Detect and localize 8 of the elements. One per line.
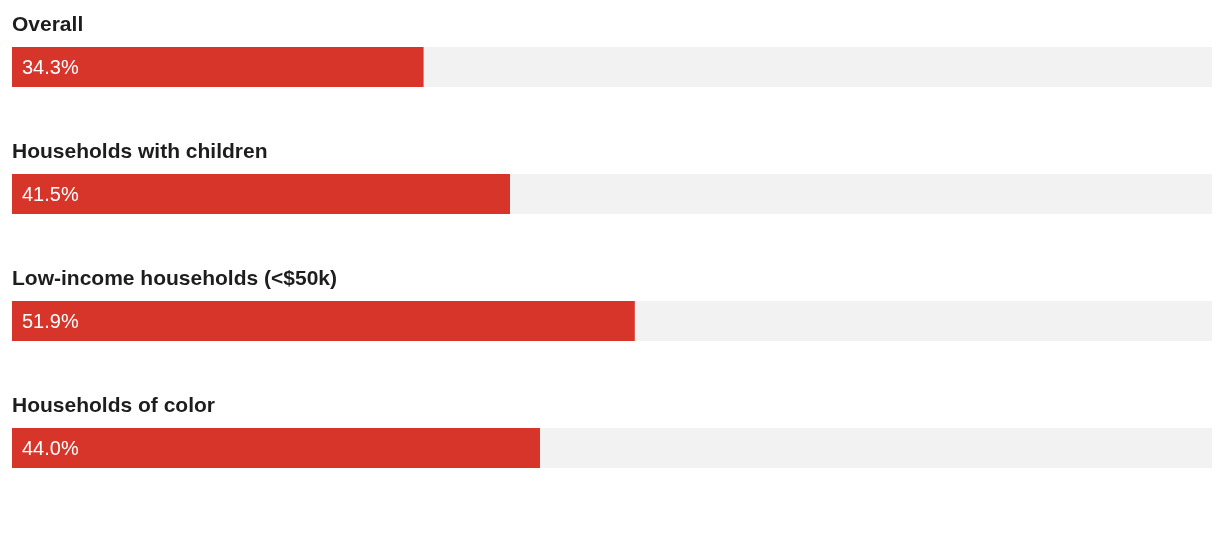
data-label: 34.3% <box>22 56 79 78</box>
y-tick-label: Low-income households (<$50k) <box>12 266 337 289</box>
y-tick-label: Overall <box>12 12 84 35</box>
y-tick-label: Households with children <box>12 139 268 162</box>
y-tick-label: Households of color <box>12 393 216 416</box>
data-label: 44.0% <box>22 437 79 459</box>
data-label: 41.5% <box>22 183 79 205</box>
data-label: 51.9% <box>22 310 79 332</box>
